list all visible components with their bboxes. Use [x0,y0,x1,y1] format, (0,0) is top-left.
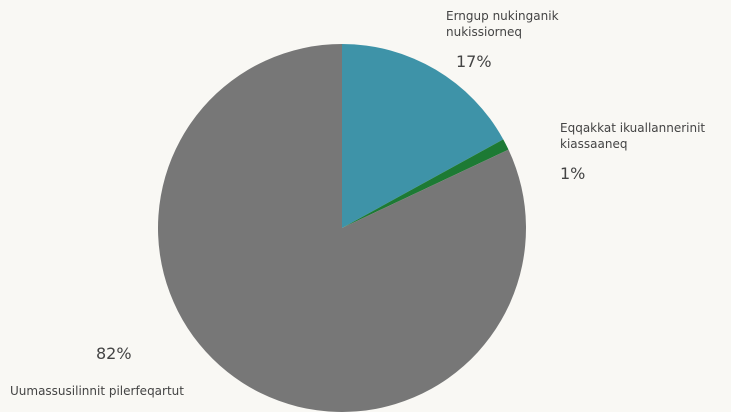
slice-label: Erngup nukinganik nukissiorneq 17% [446,8,576,71]
pie-slice [342,139,509,228]
value-label: 1% [560,164,586,183]
category-label: Erngup nukinganik nukissiorneq [446,9,559,39]
category-label: Eqqakkat ikuallannerinit kiassaaneq [560,121,706,151]
value-label: 82% [96,344,132,363]
category-label: Uumassusilinnit pilerfeqartut [10,384,184,398]
slice-label: Eqqakkat ikuallannerinit kiassaaneq 1% [560,120,731,183]
pie-slice [342,44,504,228]
value-label: 17% [456,52,492,71]
pie-slice [158,44,526,412]
slice-label: 82% Uumassusilinnit pilerfeqartut [10,344,270,399]
